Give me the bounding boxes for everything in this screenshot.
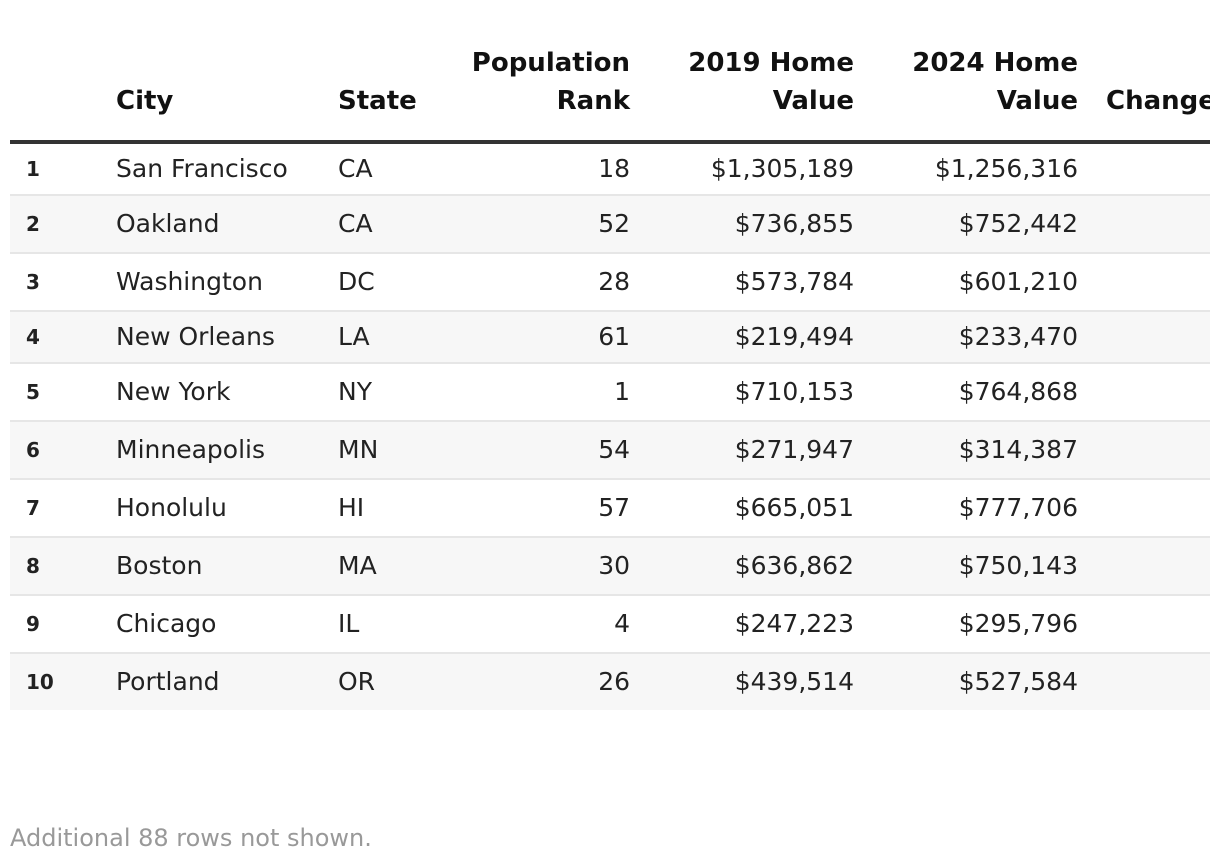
- cell-2024-home-value: $314,387: [868, 421, 1092, 480]
- cell-rank: 3: [10, 253, 102, 312]
- cell-2024-home-value: $527,584: [868, 653, 1092, 710]
- rows-not-shown-note: Additional 88 rows not shown.: [10, 824, 372, 852]
- cell-2019-home-value: $573,784: [644, 253, 868, 312]
- header-change[interactable]: Change: [1092, 0, 1210, 144]
- cell-population-rank: 54: [442, 421, 644, 480]
- cell-change: 15.: [1092, 421, 1210, 480]
- cell-city: Chicago: [102, 595, 324, 654]
- cell-2019-home-value: $271,947: [644, 421, 868, 480]
- cell-state: IL: [324, 595, 442, 654]
- cell-2024-home-value: $1,256,316: [868, 142, 1092, 196]
- table-container: City State Population Rank 2019 Home Val…: [10, 0, 1210, 710]
- header-rank: [10, 0, 102, 144]
- cell-state: DC: [324, 253, 442, 312]
- cell-population-rank: 30: [442, 537, 644, 596]
- cell-2024-home-value: $764,868: [868, 363, 1092, 422]
- cell-population-rank: 28: [442, 253, 644, 312]
- cell-rank: 2: [10, 195, 102, 254]
- cell-rank: 9: [10, 595, 102, 654]
- cell-change: 4.: [1092, 253, 1210, 312]
- cell-2024-home-value: $601,210: [868, 253, 1092, 312]
- cell-change: 6.: [1092, 311, 1210, 364]
- cell-rank: 10: [10, 653, 102, 710]
- cell-2024-home-value: $777,706: [868, 479, 1092, 538]
- cell-rank: 4: [10, 311, 102, 364]
- cell-population-rank: 4: [442, 595, 644, 654]
- cell-city: Washington: [102, 253, 324, 312]
- cell-city: Boston: [102, 537, 324, 596]
- cell-change: −3.: [1092, 142, 1210, 196]
- cell-city: Portland: [102, 653, 324, 710]
- cell-state: CA: [324, 195, 442, 254]
- cell-change: 16.: [1092, 479, 1210, 538]
- cell-state: OR: [324, 653, 442, 710]
- cell-city: Honolulu: [102, 479, 324, 538]
- cell-state: HI: [324, 479, 442, 538]
- cell-change: 7.: [1092, 363, 1210, 422]
- cell-2024-home-value: $752,442: [868, 195, 1092, 254]
- cell-state: MN: [324, 421, 442, 480]
- cell-2019-home-value: $736,855: [644, 195, 868, 254]
- header-row: City State Population Rank 2019 Home Val…: [10, 0, 1210, 144]
- cell-population-rank: 26: [442, 653, 644, 710]
- cell-population-rank: 52: [442, 195, 644, 254]
- cell-change: 17.: [1092, 537, 1210, 596]
- cell-2024-home-value: $233,470: [868, 311, 1092, 364]
- cell-city: New York: [102, 363, 324, 422]
- table-header: City State Population Rank 2019 Home Val…: [10, 0, 1210, 144]
- cell-rank: 6: [10, 421, 102, 480]
- cell-2019-home-value: $636,862: [644, 537, 868, 596]
- cell-2019-home-value: $1,305,189: [644, 142, 868, 196]
- cell-city: New Orleans: [102, 311, 324, 364]
- cell-2019-home-value: $710,153: [644, 363, 868, 422]
- cell-population-rank: 18: [442, 142, 644, 196]
- cell-change: 19.: [1092, 595, 1210, 654]
- cell-rank: 5: [10, 363, 102, 422]
- header-2024-home-value[interactable]: 2024 Home Value: [868, 0, 1092, 144]
- header-2019-home-value[interactable]: 2019 Home Value: [644, 0, 868, 144]
- cell-change: 2.: [1092, 195, 1210, 254]
- cell-2024-home-value: $750,143: [868, 537, 1092, 596]
- cell-city: Oakland: [102, 195, 324, 254]
- cell-population-rank: 1: [442, 363, 644, 422]
- cell-state: CA: [324, 142, 442, 196]
- cell-2024-home-value: $295,796: [868, 595, 1092, 654]
- cell-2019-home-value: $219,494: [644, 311, 868, 364]
- cell-state: MA: [324, 537, 442, 596]
- cell-rank: 7: [10, 479, 102, 538]
- cell-2019-home-value: $247,223: [644, 595, 868, 654]
- header-state[interactable]: State: [324, 0, 442, 144]
- cell-city: Minneapolis: [102, 421, 324, 480]
- cell-city: San Francisco: [102, 142, 324, 196]
- cell-state: NY: [324, 363, 442, 422]
- cell-2019-home-value: $439,514: [644, 653, 868, 710]
- cell-rank: 8: [10, 537, 102, 596]
- cell-population-rank: 61: [442, 311, 644, 364]
- data-table: City State Population Rank 2019 Home Val…: [10, 0, 1210, 710]
- cell-change: 20.: [1092, 653, 1210, 710]
- cell-2019-home-value: $665,051: [644, 479, 868, 538]
- cell-state: LA: [324, 311, 442, 364]
- header-population-rank[interactable]: Population Rank: [442, 0, 644, 144]
- cell-population-rank: 57: [442, 479, 644, 538]
- header-city[interactable]: City: [102, 0, 324, 144]
- cell-rank: 1: [10, 142, 102, 196]
